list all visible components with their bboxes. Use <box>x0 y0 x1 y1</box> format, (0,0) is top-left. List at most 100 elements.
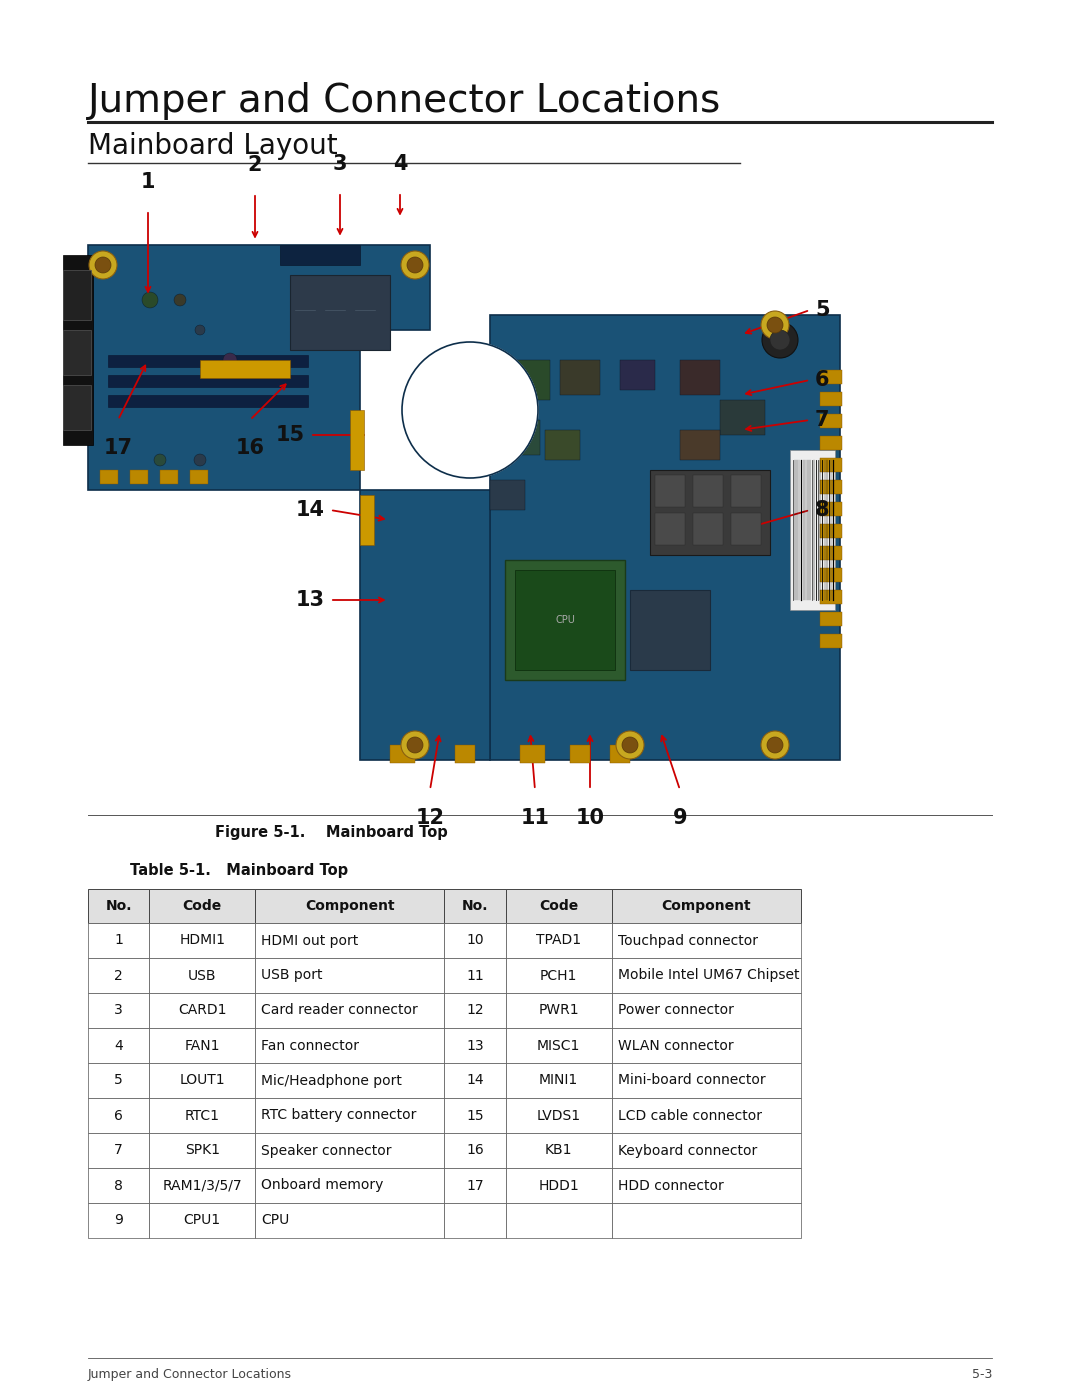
Bar <box>444 1028 505 1063</box>
Circle shape <box>89 251 117 279</box>
Bar <box>87 1028 149 1063</box>
Text: 3: 3 <box>333 154 348 175</box>
Text: 7: 7 <box>114 1144 123 1158</box>
Bar <box>390 745 415 763</box>
Bar <box>255 1028 444 1063</box>
Bar <box>255 993 444 1028</box>
Bar <box>149 923 255 958</box>
Text: Onboard memory: Onboard memory <box>261 1179 383 1193</box>
Text: 17: 17 <box>104 439 133 458</box>
Text: 15: 15 <box>467 1108 484 1123</box>
Text: 5-3: 5-3 <box>972 1368 993 1382</box>
Bar <box>255 1168 444 1203</box>
Bar <box>255 1098 444 1133</box>
Circle shape <box>622 738 638 753</box>
Bar <box>149 1168 255 1203</box>
Bar <box>149 1133 255 1168</box>
Text: Code: Code <box>539 900 578 914</box>
Text: 14: 14 <box>296 500 325 520</box>
Circle shape <box>761 312 789 339</box>
Bar <box>720 400 765 434</box>
Bar <box>149 1063 255 1098</box>
Text: CPU: CPU <box>261 1214 289 1228</box>
Text: 9: 9 <box>673 807 687 828</box>
Text: Table 5-1.   Mainboard Top: Table 5-1. Mainboard Top <box>130 863 348 877</box>
Text: 11: 11 <box>467 968 484 982</box>
Text: 6: 6 <box>114 1108 123 1123</box>
Bar <box>255 923 444 958</box>
Bar <box>350 409 364 469</box>
Bar <box>611 1028 800 1063</box>
Text: Speaker connector: Speaker connector <box>261 1144 392 1158</box>
Bar <box>87 958 149 993</box>
Bar <box>149 958 255 993</box>
Circle shape <box>616 731 644 759</box>
Bar <box>561 360 600 395</box>
Text: 14: 14 <box>467 1073 484 1087</box>
Text: Card reader connector: Card reader connector <box>261 1003 418 1017</box>
Circle shape <box>402 342 538 478</box>
Circle shape <box>407 738 423 753</box>
Bar <box>280 244 360 265</box>
Bar <box>149 1028 255 1063</box>
Circle shape <box>141 292 158 307</box>
Bar <box>444 923 505 958</box>
Circle shape <box>401 731 429 759</box>
Bar <box>505 1168 611 1203</box>
Bar <box>87 923 149 958</box>
Text: HDD connector: HDD connector <box>618 1179 724 1193</box>
Bar <box>505 888 611 923</box>
Bar <box>620 360 654 390</box>
Bar <box>820 612 842 626</box>
Bar <box>149 1098 255 1133</box>
Text: TPAD1: TPAD1 <box>536 933 581 947</box>
Bar <box>820 524 842 538</box>
Circle shape <box>95 257 111 272</box>
Text: 5: 5 <box>114 1073 123 1087</box>
Text: USB port: USB port <box>261 968 323 982</box>
Bar <box>731 475 761 507</box>
Text: PCH1: PCH1 <box>540 968 578 982</box>
Bar <box>87 993 149 1028</box>
Text: Mobile Intel UM67 Chipset: Mobile Intel UM67 Chipset <box>618 968 799 982</box>
Text: 1: 1 <box>114 933 123 947</box>
Bar <box>63 256 93 446</box>
Bar <box>505 993 611 1028</box>
Bar <box>611 993 800 1028</box>
Bar <box>87 1098 149 1133</box>
Bar <box>87 1133 149 1168</box>
Text: CARD1: CARD1 <box>178 1003 227 1017</box>
Circle shape <box>195 326 205 335</box>
Bar <box>130 469 148 483</box>
Text: Mini-board connector: Mini-board connector <box>618 1073 766 1087</box>
Text: 16: 16 <box>235 439 265 458</box>
Text: 12: 12 <box>416 807 445 828</box>
Bar <box>680 430 720 460</box>
Bar <box>444 993 505 1028</box>
Text: 7: 7 <box>815 409 829 430</box>
Bar <box>108 355 308 367</box>
Text: 2: 2 <box>247 155 262 175</box>
Text: Mic/Headphone port: Mic/Headphone port <box>261 1073 402 1087</box>
Circle shape <box>770 330 789 351</box>
Text: 10: 10 <box>467 933 484 947</box>
Bar <box>149 888 255 923</box>
Circle shape <box>767 317 783 332</box>
Bar <box>630 590 710 671</box>
Bar <box>611 1168 800 1203</box>
Text: RTC battery connector: RTC battery connector <box>261 1108 417 1123</box>
Text: Component: Component <box>661 900 751 914</box>
Bar <box>545 430 580 460</box>
Text: 10: 10 <box>576 807 605 828</box>
Bar <box>63 330 91 374</box>
Bar <box>505 1063 611 1098</box>
Text: Jumper and Connector Locations: Jumper and Connector Locations <box>87 1368 292 1382</box>
Text: Fan connector: Fan connector <box>261 1038 360 1052</box>
Bar <box>611 1063 800 1098</box>
Text: 8: 8 <box>815 500 829 520</box>
Text: USB: USB <box>188 968 217 982</box>
Text: Component: Component <box>305 900 394 914</box>
Bar <box>505 958 611 993</box>
Bar <box>444 1168 505 1203</box>
Bar <box>611 923 800 958</box>
